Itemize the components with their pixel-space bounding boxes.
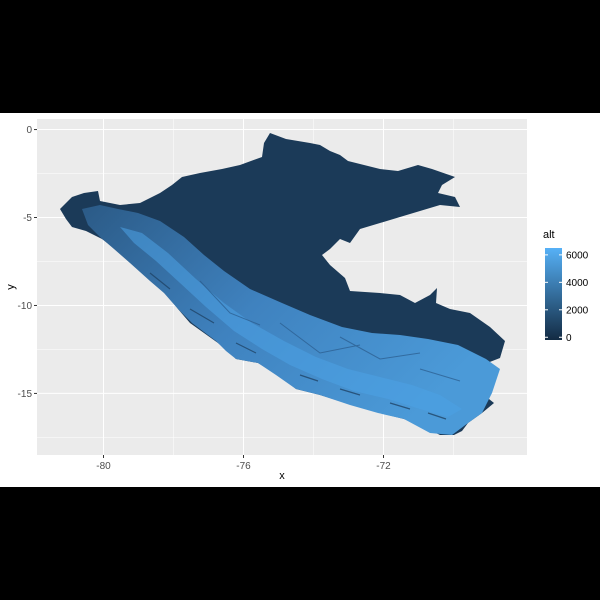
legend-tick-label: 0 bbox=[566, 333, 572, 344]
x-axis-ticks: -80 -76 -72 bbox=[96, 455, 391, 472]
peru-elevation-map bbox=[60, 133, 505, 435]
x-tick-label: -72 bbox=[376, 461, 391, 472]
legend-tick-label: 6000 bbox=[566, 250, 589, 261]
legend-ticks: 0 2000 4000 6000 bbox=[545, 250, 589, 344]
legend-colorbar bbox=[545, 248, 562, 340]
x-axis-title: x bbox=[279, 470, 285, 482]
y-tick-label: -10 bbox=[18, 301, 33, 312]
map-plot: -80 -76 -72 0 -5 -10 -15 x y alt 0 2000 4000 600… bbox=[5, 119, 589, 482]
plot-area: -80 -76 -72 0 -5 -10 -15 x y alt 0 2000 4000 600… bbox=[0, 113, 600, 487]
y-tick-label: 0 bbox=[26, 125, 32, 136]
legend-tick-label: 2000 bbox=[566, 305, 589, 316]
y-axis-ticks: 0 -5 -10 -15 bbox=[18, 125, 37, 400]
western-cordillera-ridge bbox=[120, 227, 462, 417]
y-tick-label: -15 bbox=[18, 389, 33, 400]
legend-title: alt bbox=[543, 229, 555, 241]
coastal-valleys bbox=[149, 272, 447, 420]
legend: alt 0 2000 4000 6000 bbox=[543, 229, 589, 344]
y-tick-label: -5 bbox=[23, 213, 32, 224]
interandean-valleys bbox=[199, 280, 461, 382]
x-tick-label: -80 bbox=[96, 461, 111, 472]
legend-tick-label: 4000 bbox=[566, 278, 589, 289]
andes-highlands bbox=[82, 205, 500, 435]
x-tick-label: -76 bbox=[236, 461, 251, 472]
y-axis-title: y bbox=[5, 284, 17, 290]
